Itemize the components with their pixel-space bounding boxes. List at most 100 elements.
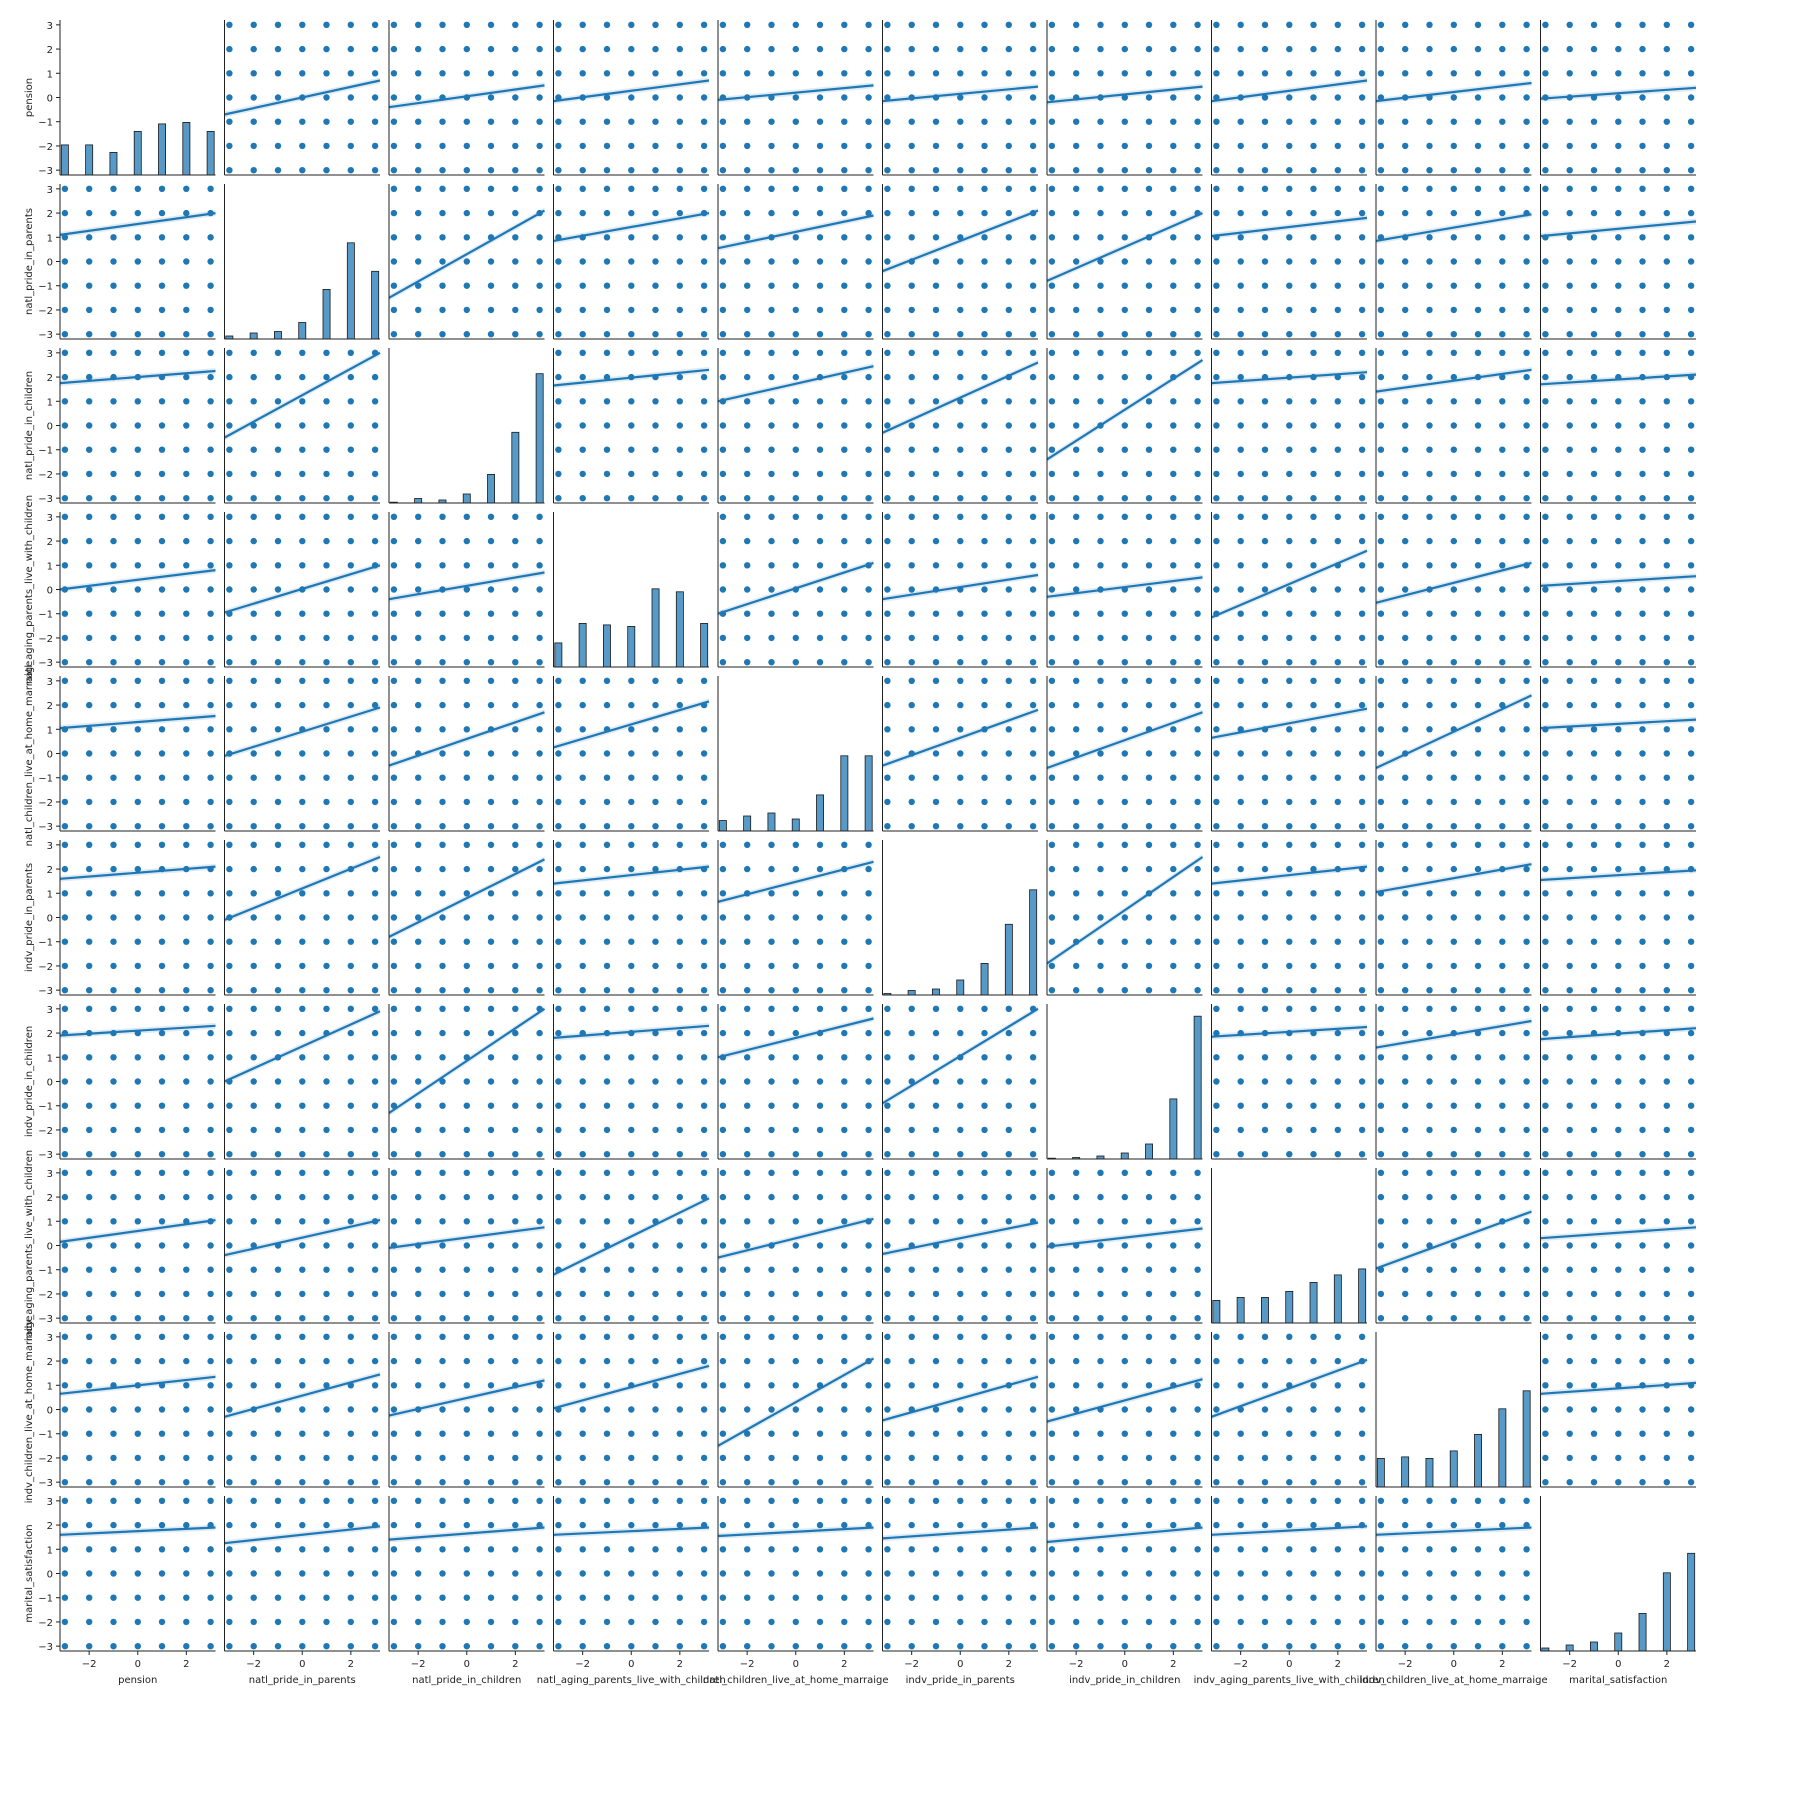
scatter-point: [1358, 1126, 1366, 1134]
scatter-point: [981, 1266, 988, 1273]
scatter-point: [768, 610, 775, 617]
scatter-point: [1639, 750, 1646, 757]
regression-line: [1046, 1227, 1203, 1248]
scatter-point: [744, 938, 751, 945]
scatter-point: [250, 1054, 257, 1061]
panel-pension-vs-natl_pride_in_parents: [224, 20, 381, 176]
scatter-point: [1073, 962, 1080, 970]
scatter-point: [1121, 774, 1129, 781]
scatter-point: [1048, 659, 1056, 666]
scatter-point: [676, 962, 683, 970]
scatter-point: [908, 1078, 915, 1085]
scatter-point: [555, 798, 562, 806]
scatter-point: [1474, 841, 1482, 848]
scatter-point: [792, 373, 799, 381]
scatter-point: [841, 1169, 848, 1177]
scatter-point: [932, 1594, 940, 1601]
scatter-point: [1145, 1357, 1153, 1365]
scatter-point: [1590, 1102, 1598, 1109]
scatter-point: [207, 537, 214, 545]
scatter-point: [274, 118, 282, 125]
scatter-point: [865, 495, 872, 502]
scatter-point: [792, 1430, 799, 1437]
scatter-point: [1145, 209, 1153, 217]
scatter-point: [390, 306, 398, 314]
scatter-point: [158, 1005, 166, 1012]
scatter-point: [1097, 446, 1104, 453]
scatter-point: [865, 1479, 872, 1486]
scatter-point: [579, 750, 586, 757]
scatter-point: [463, 537, 470, 545]
scatter-point: [110, 1193, 117, 1201]
scatter-point: [1402, 841, 1409, 848]
scatter-point: [274, 1570, 282, 1577]
scatter-point: [1377, 659, 1385, 666]
scatter-point: [1213, 470, 1220, 478]
scatter-point: [61, 962, 69, 970]
scatter-point: [1097, 513, 1104, 520]
scatter-point: [390, 1430, 398, 1437]
scatter-point: [816, 1169, 824, 1177]
scatter-point: [323, 1382, 330, 1389]
scatter-point: [86, 282, 93, 289]
hist-bar: [1236, 1297, 1245, 1324]
scatter-point: [884, 373, 891, 381]
scatter-point: [700, 1618, 708, 1626]
scatter-point: [700, 750, 708, 757]
scatter-point: [1499, 701, 1506, 709]
scatter-point: [1377, 167, 1385, 174]
scatter-point: [1073, 634, 1080, 642]
scatter-point: [1073, 890, 1080, 897]
scatter-point: [1523, 513, 1530, 520]
scatter-point: [1377, 774, 1385, 781]
scatter-point: [1237, 306, 1244, 314]
scatter-point: [463, 586, 470, 593]
scatter-point: [1029, 1479, 1037, 1486]
scatter-point: [1566, 1242, 1573, 1249]
scatter-point: [1590, 1479, 1598, 1486]
scatter-point: [1048, 1193, 1056, 1201]
scatter-point: [628, 962, 635, 970]
scatter-point: [865, 1430, 872, 1437]
scatter-point: [1639, 726, 1646, 733]
scatter-point: [603, 495, 611, 502]
scatter-point: [816, 987, 824, 994]
scatter-point: [1286, 962, 1293, 970]
scatter-point: [1474, 798, 1482, 806]
scatter-point: [932, 495, 940, 502]
scatter-point: [1474, 1315, 1482, 1322]
scatter-point: [1005, 1430, 1012, 1437]
scatter-point: [865, 422, 872, 429]
scatter-point: [768, 1546, 775, 1553]
scatter-point: [1073, 470, 1080, 478]
scatter-point: [1615, 562, 1622, 569]
scatter-point: [957, 1546, 964, 1553]
scatter-point: [1426, 70, 1433, 77]
scatter-point: [371, 659, 379, 666]
scatter-point: [274, 634, 282, 642]
panel-pension-vs-marital_satisfaction: [1540, 20, 1697, 176]
scatter-point: [1663, 282, 1671, 289]
scatter-point: [1073, 70, 1080, 77]
scatter-point: [61, 823, 69, 830]
scatter-point: [1499, 774, 1506, 781]
scatter-point: [719, 1029, 727, 1037]
scatter-point: [603, 1054, 611, 1061]
scatter-point: [1687, 70, 1695, 77]
scatter-point: [628, 1054, 635, 1061]
scatter-point: [512, 1315, 519, 1322]
scatter-point: [207, 1357, 214, 1365]
scatter-point: [628, 446, 635, 453]
scatter-point: [299, 167, 306, 174]
scatter-point: [1687, 1078, 1695, 1085]
scatter-point: [1542, 331, 1549, 338]
scatter-point: [299, 1218, 306, 1225]
scatter-point: [1523, 422, 1530, 429]
scatter-point: [1097, 677, 1104, 684]
regression-line: [59, 1526, 216, 1536]
scatter-point: [1377, 865, 1385, 873]
scatter-point: [603, 258, 611, 265]
regression-line: [388, 711, 545, 767]
scatter-point: [1145, 774, 1153, 781]
